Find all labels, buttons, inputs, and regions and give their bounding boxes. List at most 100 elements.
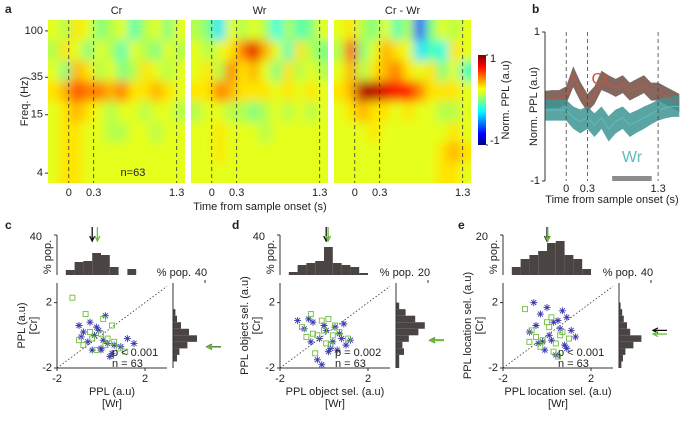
heatmap-cell bbox=[93, 101, 107, 123]
heatmap-cell bbox=[379, 121, 393, 144]
heatmap-cell bbox=[173, 40, 185, 62]
y-tick-label: 100 bbox=[25, 25, 43, 37]
point bbox=[567, 326, 575, 334]
heatmap-cell bbox=[345, 60, 358, 83]
heatmap-cell bbox=[236, 142, 250, 164]
heatmap-cell bbox=[162, 40, 175, 62]
heatmap-cells bbox=[191, 20, 328, 183]
x-tick-label: 2 bbox=[588, 373, 594, 385]
heatmap-cell bbox=[345, 142, 358, 164]
point bbox=[528, 327, 535, 334]
point bbox=[329, 332, 336, 339]
heatmap-cell bbox=[259, 162, 272, 183]
heatmap-cell bbox=[93, 20, 107, 42]
heatmap-cell bbox=[70, 162, 84, 183]
hist-bar bbox=[396, 335, 409, 342]
heatmap-cell bbox=[391, 60, 404, 83]
heatmap-cell bbox=[202, 142, 215, 164]
heatmap-cell bbox=[425, 20, 438, 42]
annotation: p = 0.002 bbox=[335, 347, 381, 359]
heatmap-cell bbox=[139, 101, 152, 123]
heatmap-cell bbox=[225, 162, 238, 183]
heatmap-cell bbox=[173, 101, 185, 123]
point bbox=[104, 335, 111, 342]
heatmap-cells bbox=[334, 20, 471, 183]
x-tick-label: 40 bbox=[641, 267, 653, 279]
point bbox=[75, 322, 83, 329]
heatmap-cell bbox=[59, 60, 72, 83]
point bbox=[312, 350, 319, 357]
hist-bar bbox=[396, 302, 400, 310]
point bbox=[305, 315, 313, 323]
hist-axis-label: % pop. bbox=[380, 267, 414, 279]
mean-arrow bbox=[651, 330, 667, 338]
heatmap-cell bbox=[345, 40, 358, 62]
heatmap-cell bbox=[127, 101, 141, 123]
heatmap-cell bbox=[191, 142, 204, 164]
hist-bar bbox=[350, 267, 360, 275]
panel-title: Cr - Wr bbox=[385, 5, 421, 17]
point bbox=[77, 333, 85, 341]
heatmap-cell bbox=[105, 142, 118, 164]
x-tick-label: 1.3 bbox=[455, 187, 470, 199]
heatmap-cell bbox=[259, 81, 272, 103]
heatmap-cell bbox=[127, 60, 141, 83]
point bbox=[318, 317, 325, 324]
hist-bar bbox=[564, 255, 574, 275]
point bbox=[76, 337, 82, 344]
heatmap-cell bbox=[259, 101, 272, 123]
point bbox=[340, 320, 348, 328]
heatmap-cell bbox=[459, 162, 471, 183]
hist-bar bbox=[315, 261, 324, 275]
hist-bar bbox=[65, 270, 75, 275]
point bbox=[122, 348, 129, 355]
colorbar-tick-label: 1 bbox=[490, 53, 496, 65]
point bbox=[333, 346, 341, 354]
hist-bar bbox=[619, 328, 631, 336]
heatmap-cell bbox=[48, 60, 61, 83]
heatmap-cell bbox=[82, 40, 95, 62]
heatmap-cell bbox=[248, 40, 261, 62]
point bbox=[109, 322, 115, 329]
y-axis-label: Freq. (Hz) bbox=[19, 77, 31, 127]
heatmap-cell bbox=[225, 121, 238, 144]
heatmap-cell bbox=[402, 20, 415, 42]
hist-bar bbox=[396, 361, 400, 368]
hist-axis-label: % pop. bbox=[603, 267, 637, 279]
hist-bar bbox=[101, 255, 110, 275]
heatmap-cell bbox=[59, 81, 72, 103]
heatmap-cell bbox=[70, 40, 84, 62]
hist-bar bbox=[555, 241, 565, 275]
heatmap-cell bbox=[368, 101, 381, 123]
heatmap-cell bbox=[127, 121, 141, 144]
hist-bar bbox=[619, 302, 621, 310]
heatmap-cell bbox=[448, 60, 461, 83]
hist-bar bbox=[173, 328, 189, 336]
heatmap-cell bbox=[436, 81, 450, 103]
heatmap-cell bbox=[316, 162, 328, 183]
x-tick-label: 0 bbox=[209, 187, 215, 199]
hist-bar bbox=[173, 354, 177, 362]
hist-bar bbox=[173, 348, 180, 355]
point bbox=[563, 313, 571, 321]
point bbox=[303, 333, 310, 340]
y-axis-label: PPL location sel. (a.u) bbox=[462, 272, 474, 379]
hist-bar bbox=[341, 265, 351, 275]
y-tick-label: -2 bbox=[488, 362, 498, 374]
series-label: Wr bbox=[622, 149, 643, 166]
heatmap-cell bbox=[259, 142, 272, 164]
heatmap-cell bbox=[48, 81, 61, 103]
heatmap-cell bbox=[150, 20, 164, 42]
hist-bar bbox=[173, 315, 177, 323]
series-label: Cr bbox=[592, 71, 610, 88]
heatmap-cell bbox=[150, 162, 164, 183]
heatmap-cell bbox=[334, 40, 347, 62]
heatmap-cell bbox=[70, 60, 84, 83]
heatmap-cell bbox=[436, 40, 450, 62]
point bbox=[93, 323, 101, 331]
heatmap-cell bbox=[448, 101, 461, 123]
hist-bar bbox=[520, 259, 530, 275]
heatmap-cell bbox=[368, 162, 381, 183]
heatmap-cell bbox=[413, 142, 427, 164]
heatmap-cell bbox=[162, 60, 175, 83]
